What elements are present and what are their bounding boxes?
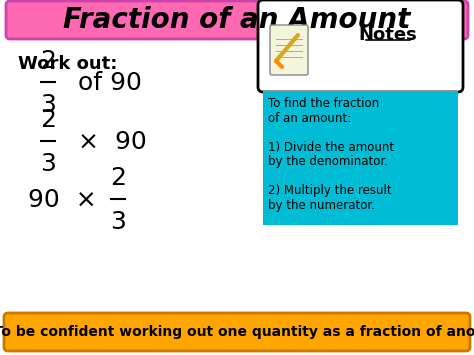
FancyBboxPatch shape [6, 1, 468, 39]
Text: Work out:: Work out: [18, 55, 118, 73]
Text: by the numerator.: by the numerator. [268, 198, 375, 212]
FancyBboxPatch shape [270, 25, 308, 75]
Text: 90  ×: 90 × [28, 188, 97, 212]
Text: 3: 3 [40, 152, 56, 176]
FancyBboxPatch shape [4, 313, 470, 351]
Text: Notes: Notes [359, 26, 418, 44]
Text: by the denominator.: by the denominator. [268, 155, 388, 168]
Text: 1) Divide the amount: 1) Divide the amount [268, 141, 394, 153]
Text: 3: 3 [110, 210, 126, 234]
Text: of an amount:: of an amount: [268, 111, 351, 125]
Text: 2) Multiply the result: 2) Multiply the result [268, 184, 392, 197]
Text: LO: To be confident working out one quantity as a fraction of another.: LO: To be confident working out one quan… [0, 325, 474, 339]
Text: 2: 2 [110, 166, 126, 190]
Text: To find the fraction: To find the fraction [268, 97, 379, 110]
FancyBboxPatch shape [258, 0, 463, 92]
Text: 3: 3 [40, 93, 56, 117]
Text: ×  90: × 90 [78, 130, 147, 154]
Text: 2: 2 [40, 49, 56, 73]
Text: Fraction of an Amount: Fraction of an Amount [64, 6, 410, 34]
Text: 2: 2 [40, 108, 56, 132]
FancyBboxPatch shape [263, 91, 458, 225]
Text: of 90: of 90 [78, 71, 142, 95]
